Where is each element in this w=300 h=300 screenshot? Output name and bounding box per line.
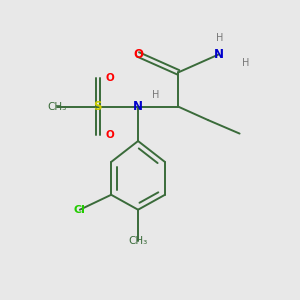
Text: CH₃: CH₃ [48, 102, 67, 112]
Text: O: O [105, 73, 114, 83]
Text: O: O [105, 130, 114, 140]
Text: H: H [242, 58, 249, 68]
Text: N: N [133, 100, 143, 113]
Text: N: N [214, 48, 224, 61]
Text: Cl: Cl [74, 205, 86, 215]
Text: H: H [217, 33, 224, 43]
Text: S: S [94, 100, 102, 113]
Text: CH₃: CH₃ [128, 236, 148, 246]
Text: H: H [152, 90, 160, 100]
Text: O: O [133, 48, 143, 61]
